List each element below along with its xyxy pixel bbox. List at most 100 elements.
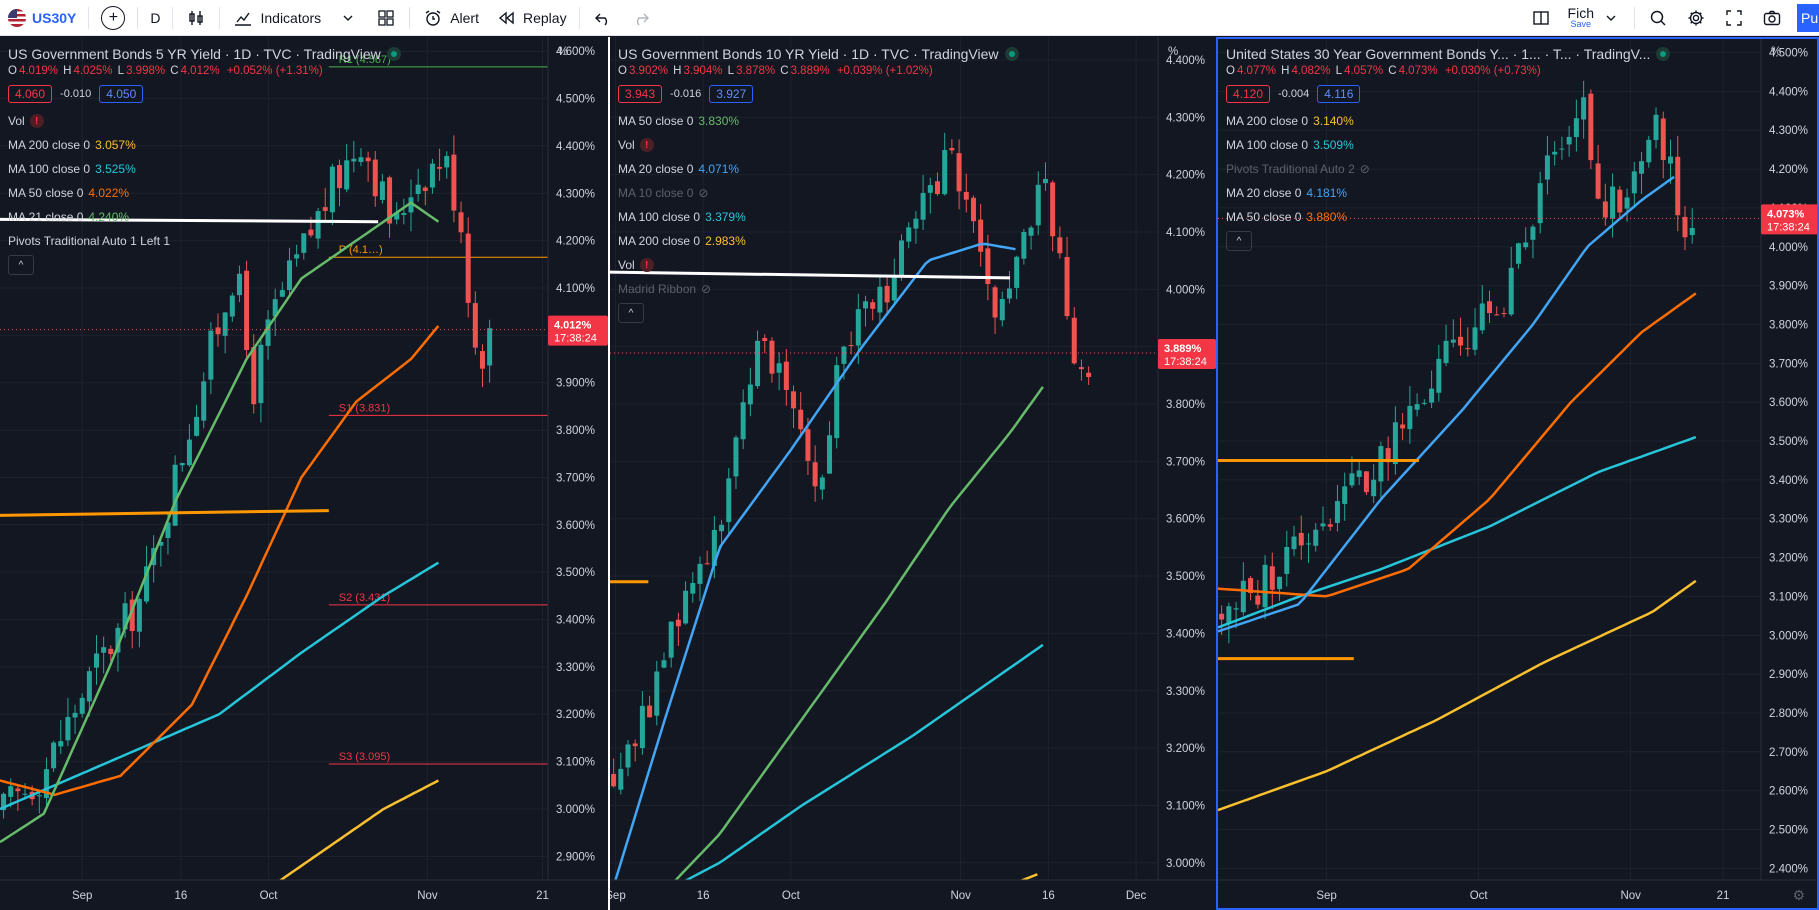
collapse-legend-button[interactable]: ^: [8, 255, 34, 275]
indicator-row[interactable]: Vol!: [618, 253, 1019, 277]
indicator-row[interactable]: Pivots Traditional Auto 1 Left 1: [8, 229, 401, 253]
chart-plot-10yr[interactable]: %4.400%4.300%4.200%4.100%4.000%3.900%3.8…: [610, 37, 1216, 910]
indicators-dropdown[interactable]: [329, 0, 367, 36]
candle-body: [618, 768, 624, 790]
symbol-label: US30Y: [32, 9, 77, 26]
indicator-row[interactable]: MA 100 close 0 3.379%: [618, 205, 1019, 229]
eye-hidden-icon[interactable]: ⊘: [701, 282, 712, 296]
publish-button[interactable]: Pu: [1797, 4, 1819, 32]
candle-body: [1349, 473, 1355, 486]
candle-body: [1050, 182, 1056, 237]
replay-label: Replay: [522, 9, 567, 26]
undo-button[interactable]: [584, 0, 622, 36]
candle-body: [1363, 471, 1369, 493]
snapshot-button[interactable]: [1753, 0, 1791, 36]
indicator-label: Vol: [8, 114, 25, 128]
ohlc-row: O 4.019% H 4.025% L 3.998% C 4.012% +0.052% …: [8, 65, 323, 77]
price-axis-tick: 3.000%: [556, 804, 595, 816]
indicator-row[interactable]: MA 21 close 0 4.240%: [8, 205, 401, 229]
ohlc-close: 4.012%: [180, 65, 220, 77]
candle-body: [1450, 339, 1456, 343]
chart-type-button[interactable]: [177, 0, 215, 36]
panel-divider[interactable]: [608, 37, 610, 910]
price-axis-tick: 2.700%: [1769, 747, 1808, 759]
chart-panel-10yr[interactable]: %4.400%4.300%4.200%4.100%4.000%3.900%3.8…: [610, 37, 1216, 910]
candle-body: [1421, 402, 1427, 404]
sell-button[interactable]: 3.943: [618, 85, 663, 103]
indicator-row[interactable]: MA 200 close 0 2.983%: [618, 229, 1019, 253]
indicator-row[interactable]: MA 200 close 0 3.057%: [8, 133, 401, 157]
candle-body: [415, 184, 421, 194]
warning-icon[interactable]: !: [29, 114, 44, 128]
indicator-row[interactable]: MA 20 close 0 4.071%: [618, 157, 1019, 181]
buy-button[interactable]: 3.927: [709, 85, 754, 103]
candle-body: [1566, 136, 1572, 145]
indicators-button[interactable]: Indicators: [224, 0, 329, 36]
fullscreen-button[interactable]: [1715, 0, 1753, 36]
collapse-legend-button[interactable]: ^: [618, 303, 644, 323]
alert-button[interactable]: Alert: [414, 0, 487, 36]
collapse-legend-button[interactable]: ^: [1226, 231, 1252, 251]
moving-average-line: [0, 201, 440, 844]
indicator-row[interactable]: Madrid Ribbon ⊘: [618, 277, 1019, 301]
candle-body: [301, 233, 307, 253]
chart-settings-gear-icon[interactable]: ⚙: [1792, 887, 1805, 903]
chart-plot-30yr[interactable]: %4.500%4.400%4.300%4.200%4.100%4.000%3.9…: [1218, 37, 1819, 910]
replay-button[interactable]: Replay: [487, 0, 575, 36]
indicator-row[interactable]: MA 10 close 0 ⊘: [618, 181, 1019, 205]
compare-symbol-button[interactable]: +: [93, 0, 133, 36]
layout-select-button[interactable]: [1522, 0, 1560, 36]
candle-body: [487, 328, 493, 366]
price-axis-tick: 3.900%: [1769, 281, 1808, 293]
eye-hidden-icon[interactable]: ⊘: [698, 186, 709, 200]
indicator-row[interactable]: MA 100 close 0 3.509%: [1226, 133, 1670, 157]
chart-panel-5yr[interactable]: R1 (4.567) P (4.1…) S1 (3.831) S2 (3.431) S3…: [0, 37, 608, 910]
candle-body: [308, 229, 314, 236]
indicator-row[interactable]: Pivots Traditional Auto 2 ⊘: [1226, 157, 1670, 181]
indicator-label: MA 20 close 0: [1226, 186, 1302, 200]
indicator-row[interactable]: Vol!: [618, 133, 1019, 157]
sell-button[interactable]: 4.120: [1226, 85, 1271, 103]
indicator-row[interactable]: Vol!: [8, 109, 401, 133]
interval-button[interactable]: D: [142, 0, 168, 36]
candle-body: [841, 346, 847, 364]
candle-body: [1291, 536, 1297, 550]
last-price-value: 4.012%: [554, 320, 592, 332]
indicator-row[interactable]: MA 50 close 0 4.022%: [8, 181, 401, 205]
warning-icon[interactable]: !: [639, 258, 654, 272]
candle-body: [1, 793, 7, 811]
indicator-row[interactable]: MA 20 close 0 4.181%: [1226, 181, 1670, 205]
indicator-label: Vol: [618, 258, 635, 272]
indicator-row[interactable]: MA 50 close 0 3.830%: [618, 109, 1019, 133]
indicator-value: 3.140%: [1313, 114, 1354, 128]
indicator-label: MA 50 close 0: [8, 186, 84, 200]
indicator-row[interactable]: MA 100 close 0 3.525%: [8, 157, 401, 181]
settings-button[interactable]: [1677, 0, 1715, 36]
chart-plot-5yr[interactable]: R1 (4.567)P (4.1…)S1 (3.831)S2 (3.431)S3…: [0, 37, 608, 910]
candle-body: [1327, 524, 1333, 527]
indicator-row[interactable]: MA 200 close 0 3.140%: [1226, 109, 1670, 133]
indicator-value: 4.071%: [698, 162, 740, 176]
buy-button[interactable]: 4.050: [99, 85, 144, 103]
price-axis-tick: 4.400%: [1166, 55, 1205, 67]
sell-button[interactable]: 4.060: [8, 85, 53, 103]
save-button[interactable]: Fich Save: [1560, 0, 1630, 36]
symbol-search[interactable]: US30Y: [0, 0, 84, 36]
candle-body: [408, 197, 414, 213]
candle-body: [812, 462, 818, 487]
warning-icon[interactable]: !: [639, 138, 654, 152]
buy-button[interactable]: 4.116: [1317, 85, 1361, 103]
moving-average-line: [1218, 292, 1697, 598]
price-axis-tick: 2.900%: [1769, 669, 1808, 681]
candle-body: [315, 211, 321, 239]
search-button[interactable]: [1639, 0, 1677, 36]
toolbar-separator: [409, 6, 411, 29]
candle-body: [1660, 118, 1666, 161]
indicator-row[interactable]: MA 50 close 0 3.880%: [1226, 205, 1670, 229]
spread-value: -0.004: [1278, 88, 1310, 100]
chart-panel-30yr[interactable]: %4.500%4.400%4.300%4.200%4.100%4.000%3.9…: [1218, 37, 1819, 910]
redo-button[interactable]: [622, 0, 660, 36]
eye-hidden-icon[interactable]: ⊘: [1359, 162, 1370, 176]
layouts-button[interactable]: [367, 0, 405, 36]
bar-countdown: 17:38:24: [554, 333, 597, 345]
